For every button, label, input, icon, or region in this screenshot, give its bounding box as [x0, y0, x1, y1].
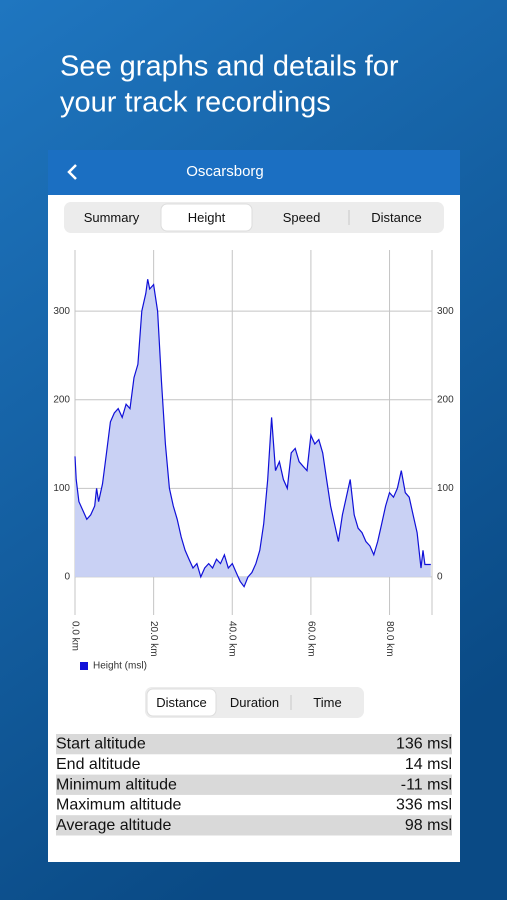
stat-label: Maximum altitude: [56, 797, 181, 814]
stat-row-bg: [56, 774, 452, 795]
segment-label[interactable]: Duration: [230, 695, 279, 710]
stat-label: Start altitude: [56, 736, 146, 753]
y-tick-label: 100: [437, 483, 454, 494]
legend-label: Height (msl): [93, 661, 147, 672]
stat-row-bg: [56, 815, 452, 836]
y-tick-label: 0: [64, 572, 70, 583]
y-tick-label: 300: [53, 306, 70, 317]
stat-value: 98 msl: [405, 817, 452, 834]
x-tick-label: 80.0 km: [384, 621, 395, 657]
area-fill: [75, 279, 431, 587]
y-tick-label: 200: [53, 394, 70, 405]
stat-value: 14 msl: [405, 756, 452, 773]
y-tick-label: 100: [53, 483, 70, 494]
y-tick-label: 0: [437, 572, 443, 583]
nav-title: Oscarsborg: [186, 163, 264, 180]
headline: your track recordings: [60, 87, 331, 119]
line: [74, 279, 431, 588]
headline: See graphs and details for: [60, 51, 399, 83]
x-tick-label: 40.0 km: [227, 621, 238, 657]
stat-value: 336 msl: [396, 797, 452, 814]
stat-label: End altitude: [56, 756, 141, 773]
x-tick-label: 60.0 km: [305, 621, 316, 657]
stat-label: Average altitude: [56, 817, 171, 834]
nav-bar: [48, 150, 460, 195]
back-button[interactable]: [67, 164, 77, 180]
segment-selected: [146, 688, 217, 717]
segment-label[interactable]: Speed: [283, 210, 321, 225]
segment-label[interactable]: Distance: [156, 695, 207, 710]
segment-label[interactable]: Height: [188, 210, 226, 225]
legend-swatch: [80, 662, 88, 670]
stat-row-bg: [56, 734, 452, 755]
stat-label: Minimum altitude: [56, 776, 177, 793]
x-tick-label: 20.0 km: [148, 621, 159, 657]
segment-label[interactable]: Summary: [84, 210, 140, 225]
x-tick-label: 0.0 km: [69, 621, 80, 651]
y-tick-label: 300: [437, 306, 454, 317]
segmented-control: [64, 202, 444, 233]
y-tick-label: 200: [437, 394, 454, 405]
segment-selected: [160, 203, 253, 232]
segment-label[interactable]: Time: [313, 695, 341, 710]
segment-label[interactable]: Distance: [371, 210, 422, 225]
stat-value: 136 msl: [396, 736, 452, 753]
stat-value: -11 msl: [401, 776, 452, 793]
